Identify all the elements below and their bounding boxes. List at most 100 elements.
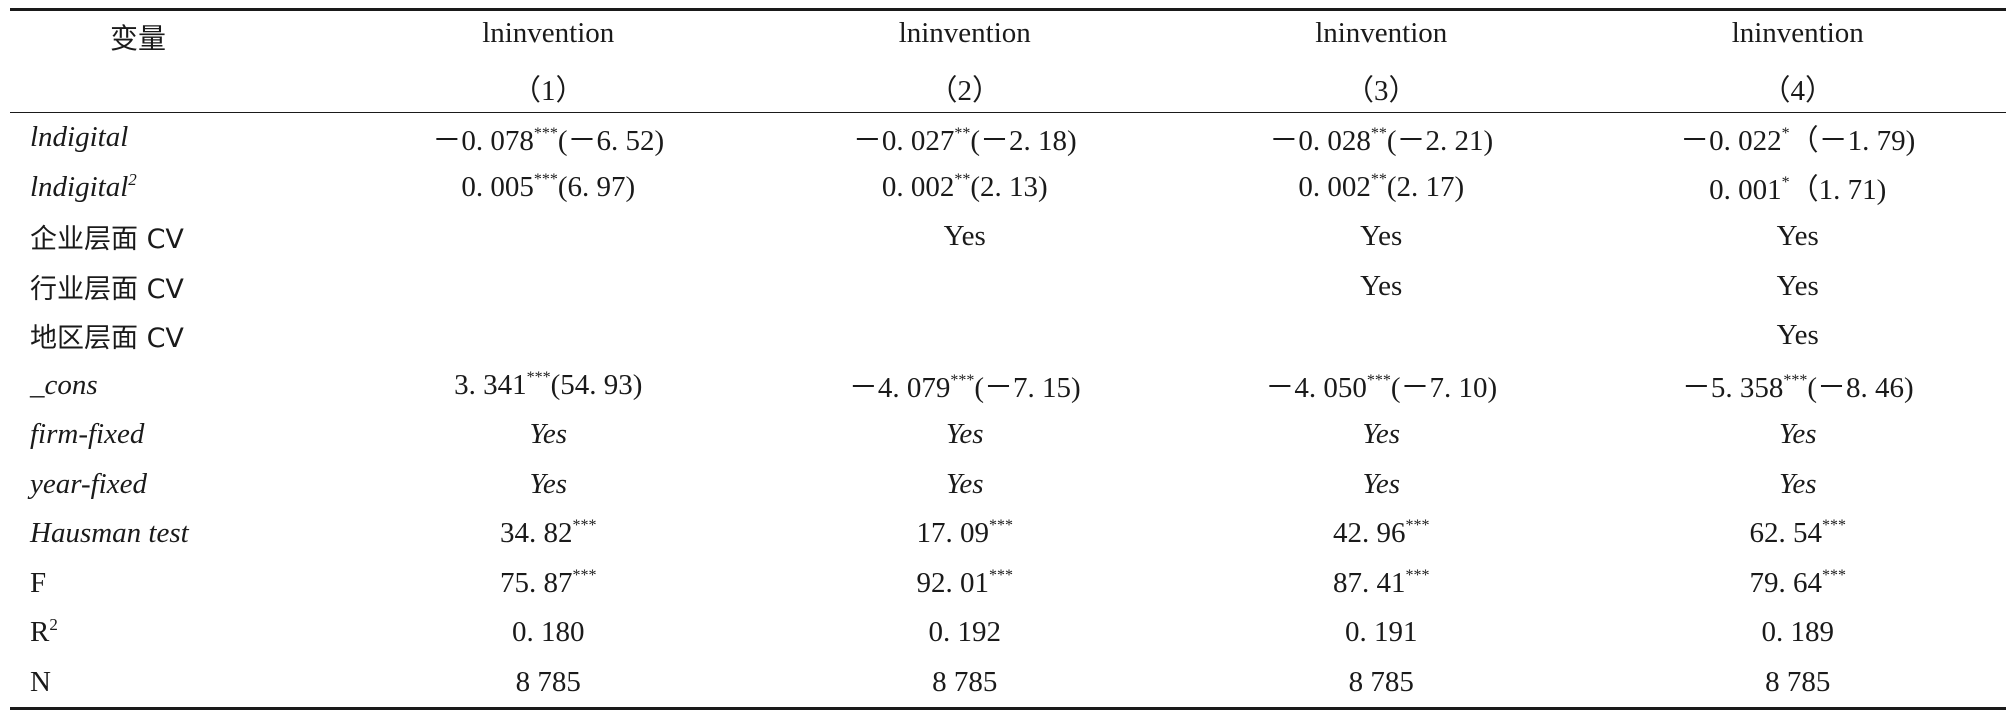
cell-value: 62. 54 xyxy=(1749,517,1823,550)
table-row: _cons 3. 341***(54. 93) －4. 079***(－7. 15)… xyxy=(10,361,2006,411)
cell-value: Yes xyxy=(1776,319,1819,352)
table-cell: 87. 41*** xyxy=(1173,559,1590,609)
table-cell: 0. 192 xyxy=(757,608,1174,658)
table-header: 变量 lninvention lninvention lninvention l… xyxy=(10,8,2006,113)
row-label-text: lndigital xyxy=(30,121,129,154)
table-cell: 3. 341***(54. 93) xyxy=(340,361,757,411)
row-label: lndigital2 xyxy=(10,163,340,213)
table-cell: 8 785 xyxy=(340,657,757,710)
table-cell: Yes xyxy=(757,212,1174,262)
table-cell: 0. 191 xyxy=(1173,608,1590,658)
cell-value: －0. 028 xyxy=(1269,124,1371,157)
row-label: F xyxy=(10,559,340,609)
table-cell: 8 785 xyxy=(1173,657,1590,710)
cell-value: 3. 341 xyxy=(454,368,527,401)
table-cell: Yes xyxy=(1173,410,1590,460)
table-body: lndigital －0. 078***(－6. 52) －0. 027**(－2.… xyxy=(10,113,2007,710)
cell-tstat: (2. 17) xyxy=(1386,170,1465,203)
row-label-text: N xyxy=(30,665,51,698)
row-label-text: _cons xyxy=(30,368,98,401)
table-cell: Yes xyxy=(757,460,1174,510)
significance-stars: *** xyxy=(533,170,558,188)
cell-value: 17. 09 xyxy=(916,517,990,550)
cell-tstat: (－2. 18) xyxy=(970,124,1077,157)
row-label: firm-fixed xyxy=(10,410,340,460)
cell-value: Yes xyxy=(945,467,984,500)
table-cell: 0. 005***(6. 97) xyxy=(340,163,757,213)
row-label-text: 行业层面 CV xyxy=(30,273,184,305)
table-cell: －4. 079***(－7. 15) xyxy=(757,361,1174,411)
significance-stars: *** xyxy=(950,372,975,390)
table-cell: 42. 96*** xyxy=(1173,509,1590,559)
significance-stars: ** xyxy=(1370,170,1387,188)
row-label: N xyxy=(10,657,340,710)
row-label-superscript: 2 xyxy=(49,615,58,635)
row-label: lndigital xyxy=(10,113,340,163)
table-cell: Yes xyxy=(1590,410,2007,460)
row-label: R2 xyxy=(10,608,340,658)
row-label: 企业层面 CV xyxy=(10,212,340,262)
table-cell: －0. 027**(－2. 18) xyxy=(757,113,1174,163)
column-number: （4） xyxy=(1589,66,2006,113)
table-cell: －4. 050***(－7. 10) xyxy=(1173,361,1590,411)
cell-value: －0. 078 xyxy=(432,124,534,157)
cell-tstat: (－8. 46) xyxy=(1807,372,1914,405)
table-cell: Yes xyxy=(1590,262,2007,312)
cell-value: 8 785 xyxy=(515,665,581,698)
cell-tstat: (54. 93) xyxy=(550,368,643,401)
table-cell xyxy=(340,212,757,262)
table-cell: －5. 358***(－8. 46) xyxy=(1590,361,2007,411)
table-cell: 8 785 xyxy=(756,657,1173,710)
cell-tstat: (－7. 10) xyxy=(1390,372,1498,405)
table-cell xyxy=(340,262,757,312)
cell-value: Yes xyxy=(1362,467,1401,500)
cell-value: 87. 41 xyxy=(1333,566,1406,599)
table-cell: Yes xyxy=(1590,460,2007,510)
cell-value: Yes xyxy=(1362,418,1401,451)
table-cell: 17. 09*** xyxy=(757,509,1174,559)
row-label: Hausman test xyxy=(10,509,340,559)
cell-value: －4. 050 xyxy=(1265,372,1367,405)
table-row: N 8 785 8 785 8 785 8 785 xyxy=(10,657,2006,710)
significance-stars: ** xyxy=(954,124,971,142)
significance-stars: *** xyxy=(526,368,551,386)
cell-value: 0. 192 xyxy=(928,616,1002,649)
table-cell: 0. 002**(2. 13) xyxy=(757,163,1174,213)
cell-value: 34. 82 xyxy=(500,517,573,550)
significance-stars: * xyxy=(1781,174,1790,192)
column-title: lninvention xyxy=(340,8,757,66)
cell-value: 0. 191 xyxy=(1345,616,1418,649)
cell-value: 92. 01 xyxy=(916,566,990,599)
significance-stars: *** xyxy=(1822,517,1846,535)
significance-stars: *** xyxy=(572,566,597,584)
cell-value: 0. 002 xyxy=(881,170,955,203)
column-title: lninvention xyxy=(756,8,1173,66)
table-cell xyxy=(757,311,1174,361)
table-cell: 0. 180 xyxy=(340,608,757,658)
column-title: lninvention xyxy=(1173,8,1590,66)
row-label: _cons xyxy=(10,361,340,411)
table-row: 企业层面 CV Yes Yes Yes xyxy=(10,212,2006,262)
cell-tstat: （－1. 79) xyxy=(1789,124,1916,157)
table-cell: 0. 189 xyxy=(1590,608,2007,658)
cell-value: －0. 027 xyxy=(852,124,955,157)
row-label-superscript: 2 xyxy=(128,169,137,189)
table-cell xyxy=(340,311,757,361)
cell-tstat: (－7. 15) xyxy=(974,372,1081,405)
table-cell: 75. 87*** xyxy=(340,559,757,609)
cell-value: 75. 87 xyxy=(500,566,573,599)
cell-value: Yes xyxy=(529,467,568,500)
significance-stars: *** xyxy=(533,124,558,142)
row-label-text: 企业层面 CV xyxy=(30,224,184,256)
table-cell: Yes xyxy=(1590,212,2007,262)
table-row: year-fixed Yes Yes Yes Yes xyxy=(10,460,2006,510)
cell-value: 0. 180 xyxy=(512,616,585,649)
table-cell: Yes xyxy=(1173,212,1590,262)
significance-stars: ** xyxy=(954,170,971,188)
cell-value: Yes xyxy=(1778,467,1817,500)
table-cell: 0. 001*（1. 71) xyxy=(1590,163,2007,213)
table-row: F 75. 87*** 92. 01*** 87. 41*** 79. 64*** xyxy=(10,559,2006,609)
table-cell xyxy=(757,262,1174,312)
table-cell xyxy=(1173,311,1590,361)
table-cell: Yes xyxy=(340,410,757,460)
